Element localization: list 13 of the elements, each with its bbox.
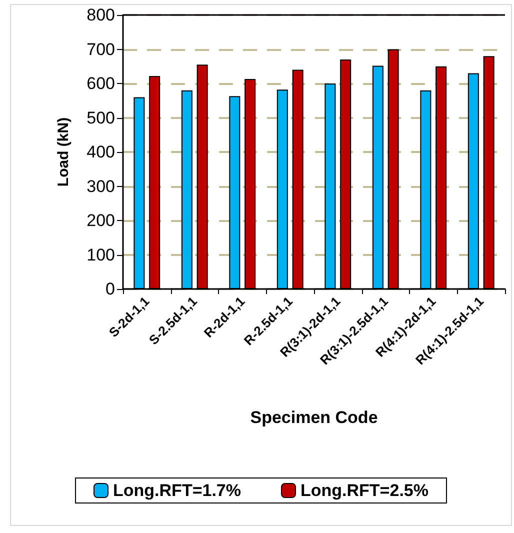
x-axis-title: Specimen Code [250, 408, 378, 427]
legend-label: Long.RFT=2.5% [300, 481, 428, 500]
y-tick-label: 200 [86, 211, 115, 230]
y-tick-label: 400 [86, 142, 115, 162]
y-axis-title: Load (kN) [55, 117, 72, 187]
y-tick-label: 600 [86, 74, 115, 93]
y-tick-label: 500 [86, 108, 115, 128]
legend-label: Long.RFT=1.7% [113, 481, 242, 500]
y-tick-label: 700 [86, 40, 115, 59]
y-tick-label: 300 [86, 176, 115, 196]
y-tick-label: 800 [86, 6, 115, 24]
y-tick-label: 0 [106, 280, 115, 298]
y-tick-label: 100 [86, 245, 115, 264]
